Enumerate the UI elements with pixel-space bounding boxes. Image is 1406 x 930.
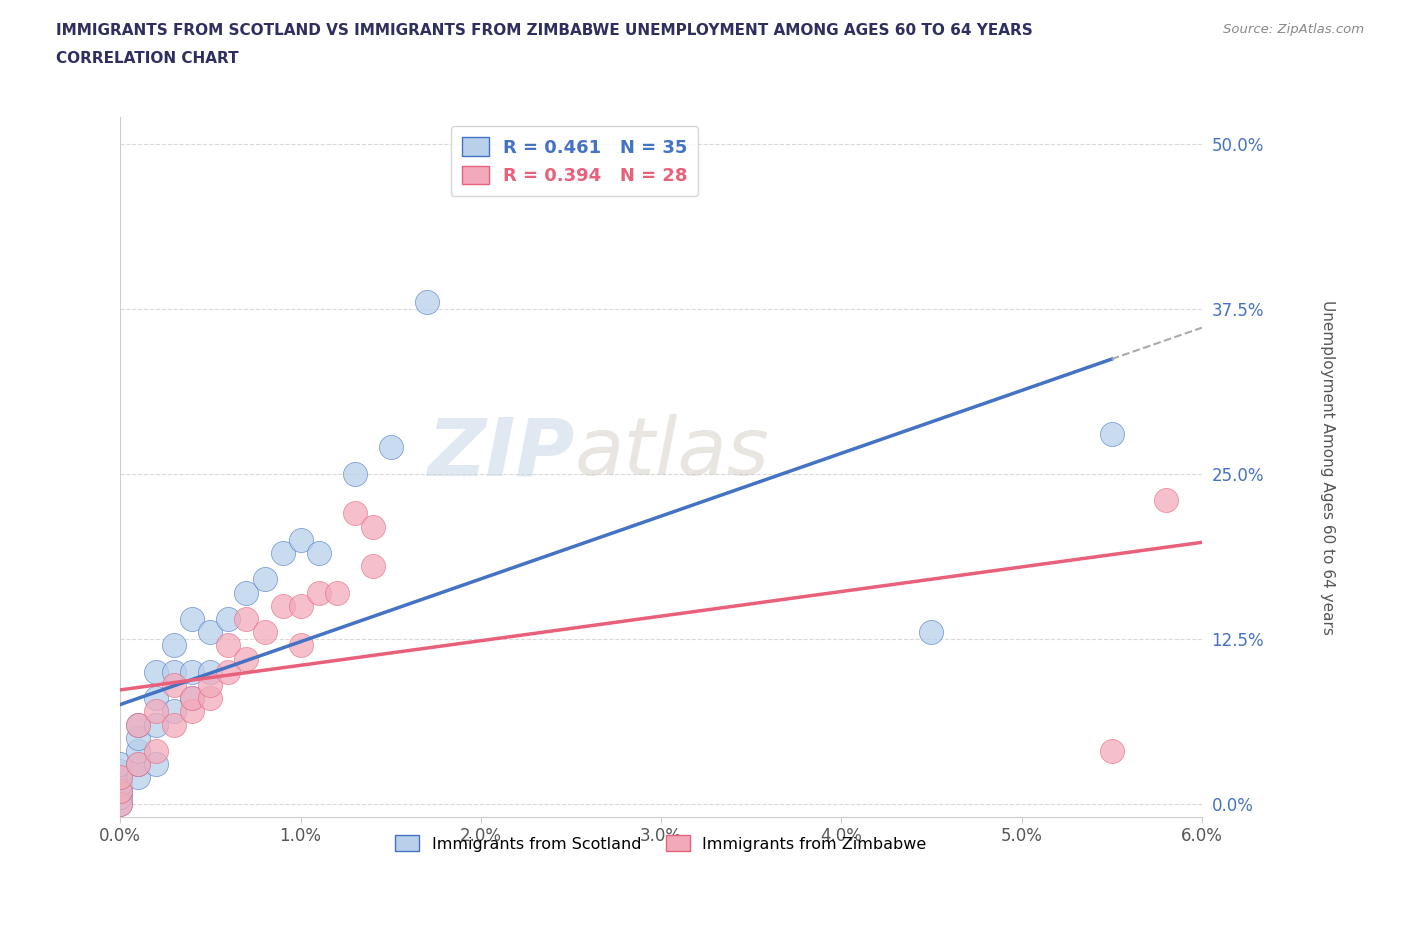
Point <box>127 757 149 772</box>
Point <box>361 559 384 574</box>
Point <box>361 519 384 534</box>
Text: atlas: atlas <box>575 414 769 492</box>
Point <box>110 783 132 798</box>
Text: ZIP: ZIP <box>427 414 575 492</box>
Point <box>127 757 149 772</box>
Point <box>145 704 167 719</box>
Point <box>145 664 167 679</box>
Point <box>145 717 167 732</box>
Text: Source: ZipAtlas.com: Source: ZipAtlas.com <box>1223 23 1364 36</box>
Point <box>1101 427 1123 442</box>
Point <box>110 783 132 798</box>
Point <box>181 691 204 706</box>
Point <box>110 757 132 772</box>
Point <box>145 757 167 772</box>
Point <box>110 770 132 785</box>
Point <box>181 664 204 679</box>
Point <box>145 691 167 706</box>
Point <box>163 704 186 719</box>
Point <box>127 744 149 759</box>
Point <box>416 295 439 310</box>
Point <box>271 598 294 613</box>
Y-axis label: Unemployment Among Ages 60 to 64 years: Unemployment Among Ages 60 to 64 years <box>1320 299 1334 634</box>
Point <box>380 440 402 455</box>
Point <box>127 717 149 732</box>
Point <box>217 638 239 653</box>
Legend: Immigrants from Scotland, Immigrants from Zimbabwe: Immigrants from Scotland, Immigrants fro… <box>389 829 934 858</box>
Point <box>290 598 312 613</box>
Point <box>181 691 204 706</box>
Point <box>271 546 294 561</box>
Point <box>181 612 204 627</box>
Point <box>200 691 222 706</box>
Point <box>290 532 312 547</box>
Point <box>110 796 132 811</box>
Point <box>920 625 942 640</box>
Point <box>235 651 257 666</box>
Point <box>127 717 149 732</box>
Point <box>127 730 149 745</box>
Point <box>343 466 366 481</box>
Point <box>145 744 167 759</box>
Text: IMMIGRANTS FROM SCOTLAND VS IMMIGRANTS FROM ZIMBABWE UNEMPLOYMENT AMONG AGES 60 : IMMIGRANTS FROM SCOTLAND VS IMMIGRANTS F… <box>56 23 1033 38</box>
Point <box>110 796 132 811</box>
Point <box>200 664 222 679</box>
Point <box>290 638 312 653</box>
Point <box>200 678 222 693</box>
Point <box>253 572 276 587</box>
Point <box>325 585 347 600</box>
Text: CORRELATION CHART: CORRELATION CHART <box>56 51 239 66</box>
Point <box>181 704 204 719</box>
Point <box>1101 744 1123 759</box>
Point <box>110 764 132 778</box>
Point <box>235 585 257 600</box>
Point <box>163 717 186 732</box>
Point <box>127 770 149 785</box>
Point <box>217 664 239 679</box>
Point <box>217 612 239 627</box>
Point <box>163 638 186 653</box>
Point <box>110 777 132 791</box>
Point <box>163 664 186 679</box>
Point <box>163 678 186 693</box>
Point <box>343 506 366 521</box>
Point <box>308 546 330 561</box>
Point <box>1154 493 1177 508</box>
Point <box>308 585 330 600</box>
Point <box>110 770 132 785</box>
Point <box>200 625 222 640</box>
Point <box>235 612 257 627</box>
Point <box>253 625 276 640</box>
Point <box>110 790 132 804</box>
